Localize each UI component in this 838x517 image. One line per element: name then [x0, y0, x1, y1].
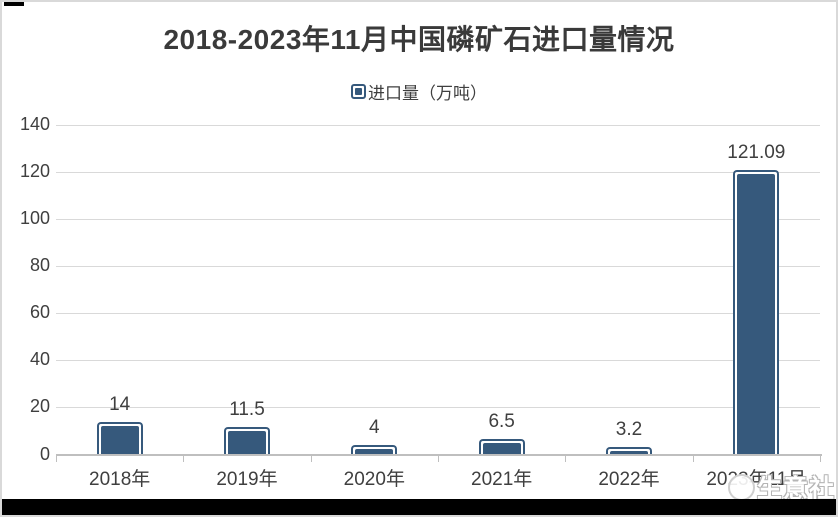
- legend-label: 进口量（万吨）: [368, 84, 487, 103]
- gridline: [56, 407, 820, 409]
- gridline: [56, 172, 820, 174]
- y-axis-label: 120: [19, 161, 50, 182]
- gridline: [56, 266, 820, 268]
- y-axis-label: 60: [29, 302, 50, 323]
- axis-tick: [692, 455, 694, 462]
- x-axis-label: 2023年11月: [706, 468, 807, 490]
- x-axis-label: 2020年: [343, 468, 405, 490]
- bar: [606, 446, 652, 455]
- gridline: [56, 313, 820, 315]
- axis-tick: [183, 455, 185, 462]
- bar-value-label: 3.2: [615, 418, 643, 440]
- x-axis-label: 2019年: [216, 468, 278, 490]
- y-axis-label: 20: [29, 396, 50, 417]
- x-axis-label: 2022年: [598, 468, 660, 490]
- y-axis-label: 100: [19, 208, 50, 229]
- legend-marker-icon: [351, 84, 366, 99]
- x-axis-label: 2018年: [89, 468, 151, 490]
- bar-value-label: 6.5: [488, 411, 515, 433]
- y-axis-label: 0: [39, 443, 50, 464]
- axis-tick: [565, 455, 567, 462]
- chart-title: 2018-2023年11月中国磷矿石进口量情况: [163, 24, 675, 55]
- legend: 进口量（万吨）: [2, 79, 836, 104]
- gridline: [56, 219, 820, 221]
- bar-value-label: 14: [109, 393, 131, 415]
- axis-tick: [820, 455, 821, 462]
- bar: [96, 421, 143, 455]
- top-left-black-mark: [4, 2, 24, 6]
- x-axis-line: [56, 453, 822, 456]
- bar-value-label: 121.09: [727, 141, 786, 163]
- bar: [733, 169, 780, 455]
- gridline: [56, 125, 820, 126]
- bar: [224, 427, 270, 455]
- x-axis-label: 2021年: [471, 468, 533, 490]
- y-axis-label: 80: [29, 255, 50, 276]
- axis-tick: [56, 455, 57, 462]
- bar-value-label: 11.5: [229, 399, 265, 421]
- gridline: [56, 360, 820, 362]
- bar: [351, 445, 398, 455]
- axis-tick: [438, 455, 439, 462]
- bar: [478, 439, 525, 455]
- bar-value-label: 4: [369, 417, 380, 439]
- y-axis-label: 40: [29, 349, 50, 370]
- bottom-black-bar: [2, 499, 836, 515]
- y-axis-label: 140: [19, 114, 50, 134]
- axis-tick: [310, 455, 312, 462]
